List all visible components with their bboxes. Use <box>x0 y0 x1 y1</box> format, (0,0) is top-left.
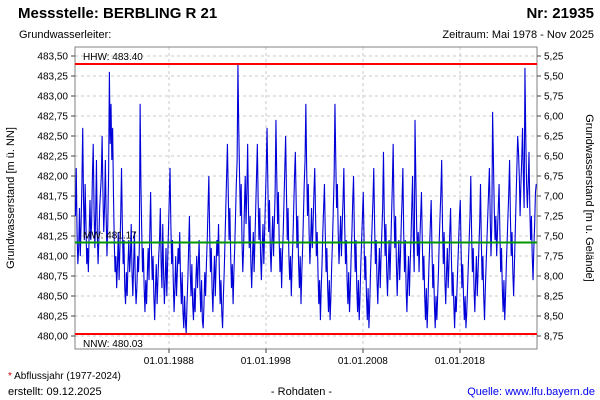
svg-text:HHW: 483.40: HHW: 483.40 <box>83 52 143 63</box>
svg-text:Grundwasserstand [m ü. NN]: Grundwasserstand [m ü. NN] <box>5 127 17 269</box>
source-url[interactable]: www.lfu.bayern.de <box>505 386 595 398</box>
svg-text:01.01.2008: 01.01.2008 <box>338 356 388 367</box>
svg-text:8,50: 8,50 <box>544 312 564 323</box>
created-date: erstellt: 09.12.2025 <box>8 386 102 398</box>
svg-text:Grundwasserstand [m u. Gelände: Grundwasserstand [m u. Gelände] <box>583 114 595 282</box>
svg-text:5,75: 5,75 <box>544 91 564 102</box>
svg-text:480,00: 480,00 <box>37 332 68 343</box>
svg-text:8,75: 8,75 <box>544 332 564 343</box>
svg-text:482,00: 482,00 <box>37 171 68 182</box>
svg-text:6,25: 6,25 <box>544 131 564 142</box>
header: Messstelle: BERBLING R 21 Nr: 21935 <box>18 5 594 22</box>
svg-text:483,25: 483,25 <box>37 71 68 82</box>
svg-text:8,25: 8,25 <box>544 292 564 303</box>
svg-text:6,00: 6,00 <box>544 111 564 122</box>
subheader: Grundwasserleiter: Zeitraum: Mai 1978 - … <box>19 29 594 41</box>
svg-text:482,25: 482,25 <box>37 151 68 162</box>
svg-text:01.01.2018: 01.01.2018 <box>435 356 485 367</box>
svg-text:482,75: 482,75 <box>37 111 68 122</box>
svg-text:481,00: 481,00 <box>37 252 68 263</box>
svg-text:7,50: 7,50 <box>544 232 564 243</box>
svg-text:7,25: 7,25 <box>544 212 564 223</box>
svg-text:482,50: 482,50 <box>37 131 68 142</box>
page-title: Messstelle: BERBLING R 21 <box>18 5 218 22</box>
rohdaten-label: - Rohdaten - <box>270 386 333 398</box>
footnote-asterisk: * <box>8 371 12 382</box>
svg-text:481,75: 481,75 <box>37 191 68 202</box>
svg-text:MW: 481.17: MW: 481.17 <box>83 230 137 241</box>
svg-text:01.01.1988: 01.01.1988 <box>144 356 194 367</box>
station-number: Nr: 21935 <box>526 5 594 22</box>
svg-text:7,00: 7,00 <box>544 191 564 202</box>
period-label: Zeitraum: Mai 1978 - Nov 2025 <box>442 29 594 41</box>
footer-row: erstellt: 09.12.2025 - Rohdaten - Quelle… <box>8 386 595 399</box>
source-link[interactable]: Quelle: www.lfu.bayern.de <box>467 386 595 398</box>
svg-text:8,00: 8,00 <box>544 272 564 283</box>
svg-text:6,50: 6,50 <box>544 151 564 162</box>
footnote: * Abflussjahr (1977-2024) <box>8 371 121 382</box>
svg-text:483,00: 483,00 <box>37 91 68 102</box>
svg-text:480,25: 480,25 <box>37 312 68 323</box>
aquifer-label: Grundwasserleiter: <box>19 29 112 41</box>
source-prefix: Quelle: <box>467 386 506 398</box>
svg-text:5,25: 5,25 <box>544 51 564 62</box>
svg-text:NNW: 480.03: NNW: 480.03 <box>83 339 143 350</box>
chart-area: 483,50 5,25 483,25 5,50 483,00 5,75 482,75 6,00… <box>0 44 600 370</box>
svg-text:481,25: 481,25 <box>37 232 68 243</box>
svg-text:6,75: 6,75 <box>544 171 564 182</box>
svg-text:480,75: 480,75 <box>37 272 68 283</box>
svg-text:01.01.1998: 01.01.1998 <box>241 356 291 367</box>
svg-text:483,50: 483,50 <box>37 51 68 62</box>
footnote-text: Abflussjahr (1977-2024) <box>11 371 121 382</box>
groundwater-level-chart: 483,50 5,25 483,25 5,50 483,00 5,75 482,75 6,00… <box>5 46 595 367</box>
svg-text:7,75: 7,75 <box>544 252 564 263</box>
svg-text:480,50: 480,50 <box>37 292 68 303</box>
svg-text:5,50: 5,50 <box>544 71 564 82</box>
svg-text:481,50: 481,50 <box>37 212 68 223</box>
